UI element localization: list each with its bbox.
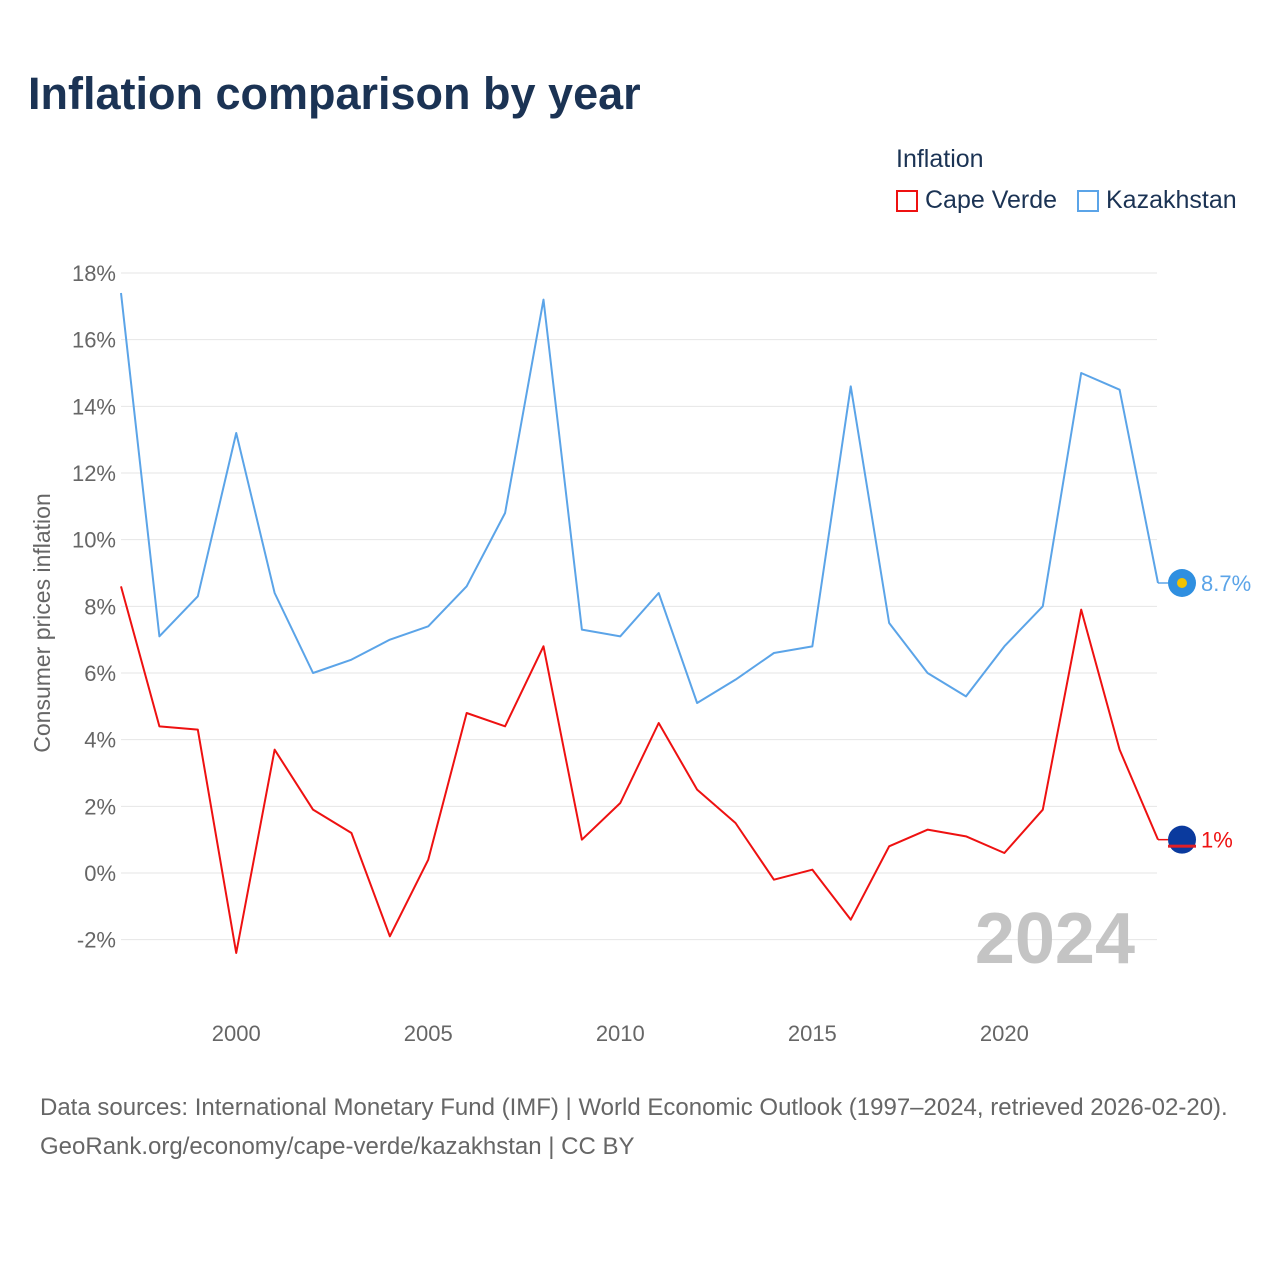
series-line-cape-verde xyxy=(120,586,1159,954)
chart-title: Inflation comparison by year xyxy=(28,68,641,119)
y-tick-label: 6% xyxy=(84,661,116,686)
legend-item-kazakhstan[interactable]: Kazakhstan xyxy=(1077,186,1237,215)
legend-label: Kazakhstan xyxy=(1106,186,1237,214)
flag-stripe xyxy=(1168,844,1196,848)
y-tick-label: 4% xyxy=(84,728,116,753)
y-tick-label: 10% xyxy=(72,528,116,553)
series-line-kazakhstan xyxy=(120,292,1159,704)
end-label-cape-verde: 1% xyxy=(1201,828,1233,853)
x-tick-label: 2020 xyxy=(980,1021,1029,1046)
flag-sun-icon xyxy=(1177,578,1187,588)
x-tick-label: 2005 xyxy=(404,1021,453,1046)
end-label-kazakhstan: 8.7% xyxy=(1201,571,1251,596)
y-tick-label: 2% xyxy=(84,794,116,819)
legend-title: Inflation xyxy=(896,145,984,173)
y-tick-label: -2% xyxy=(77,928,116,953)
footer: Data sources: International Monetary Fun… xyxy=(40,1088,1250,1166)
legend-swatch-cape-verde xyxy=(896,189,918,212)
source-link[interactable]: GeoRank.org/economy/cape-verde/kazakhsta… xyxy=(40,1133,635,1160)
y-tick-label: 14% xyxy=(72,394,116,419)
x-tick-label: 2015 xyxy=(788,1021,837,1046)
x-tick-label: 2000 xyxy=(212,1021,261,1046)
y-tick-label: 18% xyxy=(72,261,116,286)
legend-swatch-kazakhstan xyxy=(1077,189,1099,212)
year-watermark: 2024 xyxy=(975,899,1135,979)
data-sources: Data sources: International Monetary Fun… xyxy=(40,1094,1228,1121)
cape-verde-flag-icon xyxy=(1168,825,1196,854)
legend-label: Cape Verde xyxy=(925,186,1058,214)
y-tick-label: 16% xyxy=(72,328,116,353)
y-tick-label: 12% xyxy=(72,461,116,486)
y-tick-label: 8% xyxy=(84,594,116,619)
legend-item-cape-verde[interactable]: Cape Verde xyxy=(896,186,1057,215)
x-tick-label: 2010 xyxy=(596,1021,645,1046)
y-axis-label: Consumer prices inflation xyxy=(29,493,55,753)
y-tick-label: 0% xyxy=(84,861,116,886)
